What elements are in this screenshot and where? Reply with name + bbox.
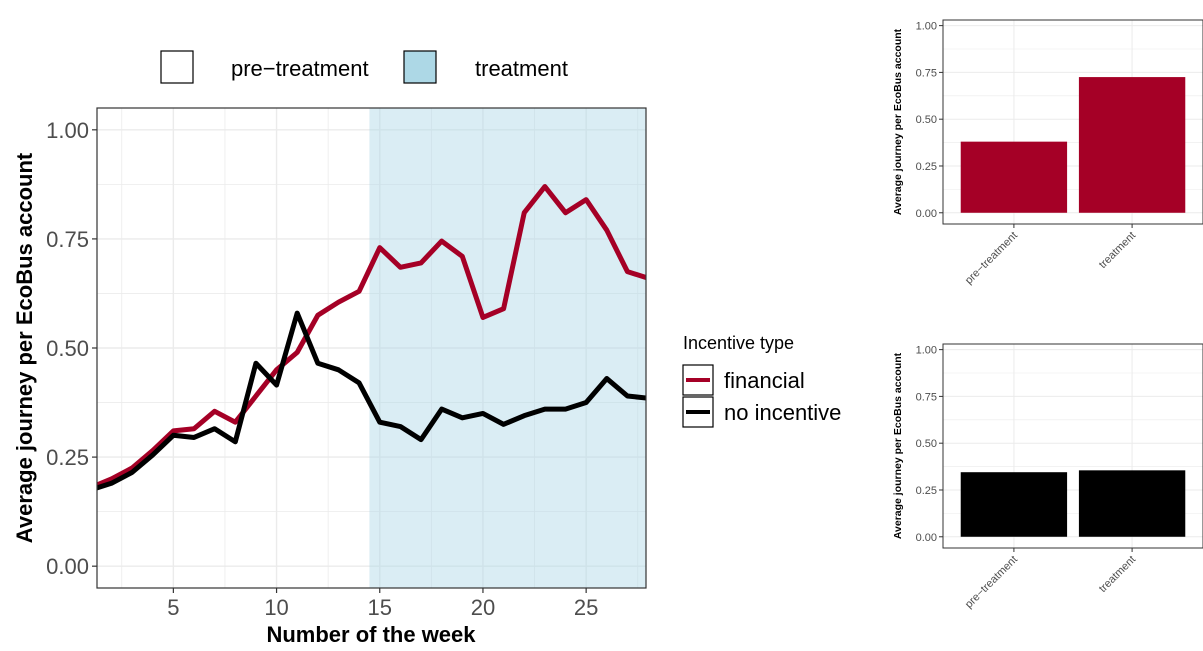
legend-key-pre-treatment <box>160 50 194 84</box>
bar-chart-financial: 0.00 0.25 0.50 0.75 1.00 pre−treatment treatme… <box>892 19 1203 287</box>
main-x-tick-label: 10 <box>264 595 288 620</box>
main-x-tick-label: 5 <box>167 595 179 620</box>
series-line-financial <box>97 184 646 488</box>
main-x-ticks: 5 10 15 20 25 <box>167 588 598 620</box>
financial-bars-y-tick-label: 0.75 <box>916 67 937 79</box>
main-y-tick-label: 0.75 <box>46 227 89 252</box>
financial-bars-y-tick-label: 0.25 <box>916 161 937 173</box>
main-y-axis-title: Average journey per EcoBus account <box>12 152 37 543</box>
main-y-tick-label: 0.00 <box>46 554 89 579</box>
main-x-tick-label: 15 <box>368 595 392 620</box>
no-incentive-bars-y-tick-label: 0.50 <box>916 438 937 450</box>
financial-bars-bar-pre-treatment <box>960 141 1068 213</box>
main-x-tick-label: 20 <box>471 595 495 620</box>
financial-bars-x-tick-label: pre−treatment <box>963 230 1020 287</box>
legend-key-treatment <box>403 50 437 84</box>
incentive-legend: Incentive type financial no incentive <box>682 333 841 428</box>
bar-chart-no-incentive: 0.00 0.25 0.50 0.75 1.00 pre−treatment treatme… <box>892 343 1203 611</box>
treatment-shaded-region <box>369 108 646 588</box>
legend-label-no-incentive: no incentive <box>724 400 841 425</box>
financial-bars-panel-border <box>942 19 1203 225</box>
series-line-no-incentive <box>97 310 646 491</box>
financial-bars-y-tick-label: 1.00 <box>916 21 937 33</box>
no-incentive-bars-bar-treatment <box>1078 470 1186 537</box>
main-x-tick-label: 25 <box>574 595 598 620</box>
main-y-tick-label: 0.25 <box>46 445 89 470</box>
incentive-legend-title: Incentive type <box>683 333 794 353</box>
legend-label-treatment: treatment <box>475 56 568 81</box>
legend-label-pre-treatment: pre−treatment <box>231 56 369 81</box>
no-incentive-bars-panel-border <box>942 343 1203 549</box>
main-y-tick-label: 1.00 <box>46 118 89 143</box>
no-incentive-bars-bar-pre-treatment <box>960 472 1068 537</box>
financial-bars-y-axis-title: Average journey per EcoBus account <box>892 28 904 215</box>
period-legend: pre−treatment treatment <box>160 50 568 84</box>
financial-bars-x-tick-label: treatment <box>1097 230 1138 271</box>
main-y-ticks: 0.00 0.25 0.50 0.75 1.00 <box>46 118 97 579</box>
main-y-tick-label: 0.50 <box>46 336 89 361</box>
no-incentive-bars-x-tick-label: treatment <box>1097 554 1138 595</box>
financial-bars-bar-treatment <box>1078 77 1186 213</box>
main-series-lines <box>97 184 646 491</box>
main-x-axis-title: Number of the week <box>266 622 476 647</box>
legend-label-financial: financial <box>724 368 805 393</box>
line-chart: 0.00 0.25 0.50 0.75 1.00 5 10 15 20 25 Number of… <box>12 107 647 647</box>
no-incentive-bars-x-tick-label: pre−treatment <box>963 554 1020 611</box>
no-incentive-bars-y-tick-label: 0.25 <box>916 485 937 497</box>
financial-bars-y-tick-label: 0.00 <box>916 208 937 220</box>
no-incentive-bars-y-axis-title: Average journey per EcoBus account <box>892 352 904 539</box>
no-incentive-bars-y-tick-label: 1.00 <box>916 345 937 357</box>
financial-bars-y-tick-label: 0.50 <box>916 114 937 126</box>
main-gridlines <box>97 108 646 588</box>
no-incentive-bars-y-tick-label: 0.75 <box>916 391 937 403</box>
no-incentive-bars-y-tick-label: 0.00 <box>916 532 937 544</box>
